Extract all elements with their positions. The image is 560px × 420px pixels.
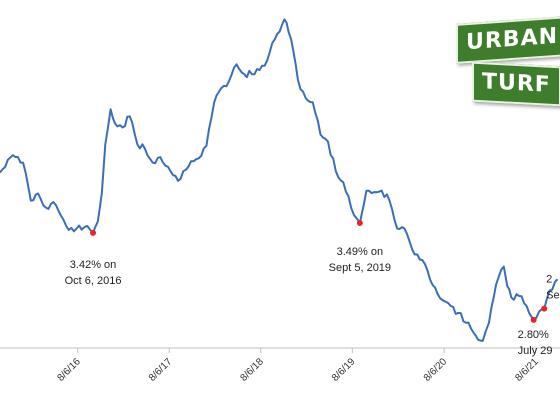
- annotation-label: July 29: [518, 345, 553, 357]
- annotation-marker: [356, 220, 363, 227]
- annotation-marker: [541, 305, 548, 312]
- annotation-label: 2.80%: [518, 329, 549, 341]
- annotation-marker: [90, 229, 97, 236]
- logo-sign-urban: URBAN: [456, 16, 560, 64]
- annotation-label: 2: [546, 274, 552, 286]
- annotation-label: Oct 6, 2016: [65, 275, 122, 287]
- x-tick-label: 8/6/18: [238, 356, 266, 384]
- annotation-label: Sept 5, 2019: [329, 262, 391, 274]
- annotation-label: 3.42% on: [70, 259, 116, 271]
- urbanturf-logo: URBAN TURF: [452, 16, 560, 107]
- x-tick-label: 8/6/19: [330, 356, 358, 384]
- x-axis: [0, 347, 560, 353]
- x-tick-label: 8/6/20: [422, 356, 450, 384]
- annotation-label: Sep: [546, 290, 560, 302]
- x-tick-label: 8/6/21: [513, 356, 541, 384]
- annotation-label: 3.49% on: [337, 246, 383, 258]
- series-line: [0, 18, 559, 342]
- x-tick-labels: 8/6/16 8/6/17 8/6/18 8/6/19 8/6/20 8/6/21: [55, 356, 541, 384]
- annotation-labels: 3.42% on Oct 6, 2016 3.49% on Sept 5, 2019 2…: [65, 246, 560, 357]
- x-tick-label: 8/6/17: [147, 356, 175, 384]
- annotation-marker: [530, 316, 537, 323]
- logo-sign-turf: TURF: [472, 61, 560, 107]
- annotation-markers: [90, 220, 548, 323]
- x-tick-label: 8/6/16: [55, 356, 83, 384]
